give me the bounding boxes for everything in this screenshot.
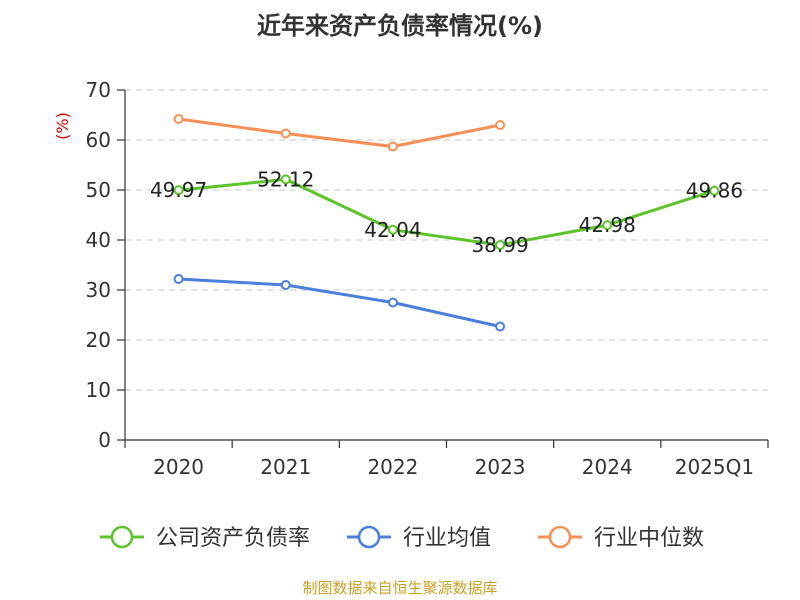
legend-label: 公司资产负债率 [156, 526, 310, 551]
data-labels: 49.97 52.12 42.04 38.99 42.98 49.86 [150, 167, 743, 257]
source-note: 制图数据来自恒生聚源数据库 [302, 579, 498, 597]
series-lines [173, 114, 720, 332]
y-tick-label: 70 [86, 78, 111, 102]
x-tick-label: 2022 [367, 455, 418, 479]
data-point [387, 141, 398, 152]
data-point [602, 220, 613, 231]
data-point [280, 128, 291, 139]
data-point [495, 240, 506, 251]
y-tick-label: 20 [86, 328, 111, 352]
legend-label: 行业均值 [403, 526, 491, 551]
data-point [280, 280, 291, 290]
data-point [173, 114, 184, 124]
y-tick-label: 60 [86, 128, 111, 152]
data-label: 38.99 [471, 233, 528, 257]
legend-swatch-marker [110, 525, 134, 549]
data-point [173, 185, 184, 196]
grid-lines [125, 89, 768, 391]
series-line-0 [178, 177, 715, 247]
data-point [280, 174, 291, 185]
data-label: 42.98 [579, 213, 636, 237]
data-label: 52.12 [257, 167, 314, 191]
y-tick-label: 40 [86, 228, 111, 252]
x-tick-label: 2024 [582, 455, 633, 479]
axes: 0 10 20 30 40 50 60 70 2020 2021 2022 2023 2024 2025Q… [86, 78, 769, 479]
y-axis-unit-label: (%) [53, 112, 72, 140]
legend-swatch-marker [357, 525, 381, 549]
legend-swatch-marker [548, 525, 572, 549]
data-label: 42.04 [364, 218, 421, 242]
y-tick-label: 30 [86, 278, 111, 302]
x-tick-label: 2023 [475, 455, 526, 479]
data-point [173, 274, 184, 284]
data-point [387, 297, 398, 308]
data-point [495, 321, 506, 332]
series-line-2 [178, 117, 501, 148]
data-label: 49.97 [150, 178, 207, 202]
y-tick-label: 0 [98, 428, 111, 452]
data-point [709, 185, 720, 196]
legend: 公司资产负债率 行业均值 行业中位数 [100, 525, 704, 551]
series-line-1 [178, 277, 501, 328]
x-tick-label: 2025Q1 [675, 455, 754, 479]
data-label: 49.86 [686, 179, 743, 203]
data-point [387, 224, 398, 235]
chart-title: 近年来资产负债率情况(%) [257, 12, 543, 40]
x-tick-label: 2021 [260, 455, 311, 479]
data-point [495, 120, 506, 130]
legend-label: 行业中位数 [594, 526, 704, 551]
x-tick-label: 2020 [153, 455, 204, 479]
y-tick-label: 10 [86, 378, 111, 402]
y-tick-label: 50 [86, 178, 111, 202]
